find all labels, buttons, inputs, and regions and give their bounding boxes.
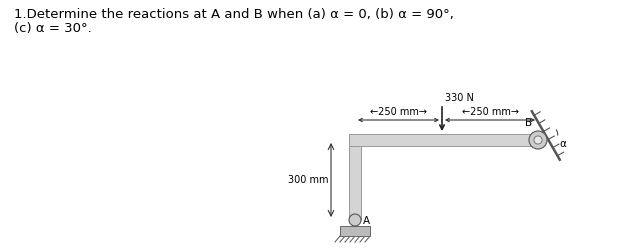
Bar — [349, 134, 538, 146]
Circle shape — [529, 131, 547, 149]
Bar — [349, 140, 361, 220]
Circle shape — [349, 214, 361, 226]
Text: (c) α = 30°.: (c) α = 30°. — [14, 22, 92, 35]
Text: 300 mm: 300 mm — [287, 175, 328, 185]
Text: A: A — [363, 216, 370, 226]
Text: 330 N: 330 N — [445, 93, 474, 103]
Bar — [340, 226, 370, 236]
Text: 1.Determine the reactions at A and B when (a) α = 0, (b) α = 90°,: 1.Determine the reactions at A and B whe… — [14, 8, 454, 21]
Text: ←250 mm→: ←250 mm→ — [461, 107, 518, 117]
Text: ←250 mm→: ←250 mm→ — [370, 107, 427, 117]
Text: α: α — [560, 138, 566, 148]
Circle shape — [534, 136, 542, 144]
Text: B: B — [525, 118, 532, 128]
